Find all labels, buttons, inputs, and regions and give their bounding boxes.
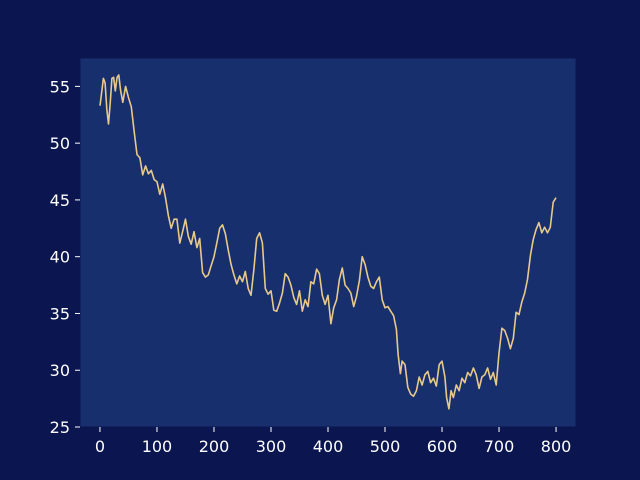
y-tick-label: 40	[50, 248, 70, 267]
y-tick-label: 25	[50, 418, 70, 437]
y-tick-label: 35	[50, 304, 70, 323]
x-tick-label: 400	[313, 437, 344, 456]
x-tick-label: 0	[95, 437, 105, 456]
y-tick-label: 30	[50, 361, 70, 380]
y-tick-label: 55	[50, 77, 70, 96]
y-axis: 25 30 35 40 45 50 55	[50, 77, 80, 437]
x-tick-label: 200	[199, 437, 230, 456]
x-axis: 0 100 200 300 400 500 600 700 800	[95, 427, 571, 456]
x-tick-label: 800	[541, 437, 572, 456]
x-tick-label: 100	[142, 437, 173, 456]
plot-area	[79, 57, 577, 428]
series-line	[99, 74, 557, 410]
y-tick-label: 50	[50, 134, 70, 153]
x-tick-label: 600	[427, 437, 458, 456]
x-tick-label: 700	[484, 437, 515, 456]
x-tick-label: 500	[370, 437, 401, 456]
y-tick-label: 45	[50, 191, 70, 210]
series-layer	[99, 74, 557, 410]
x-tick-label: 300	[256, 437, 287, 456]
